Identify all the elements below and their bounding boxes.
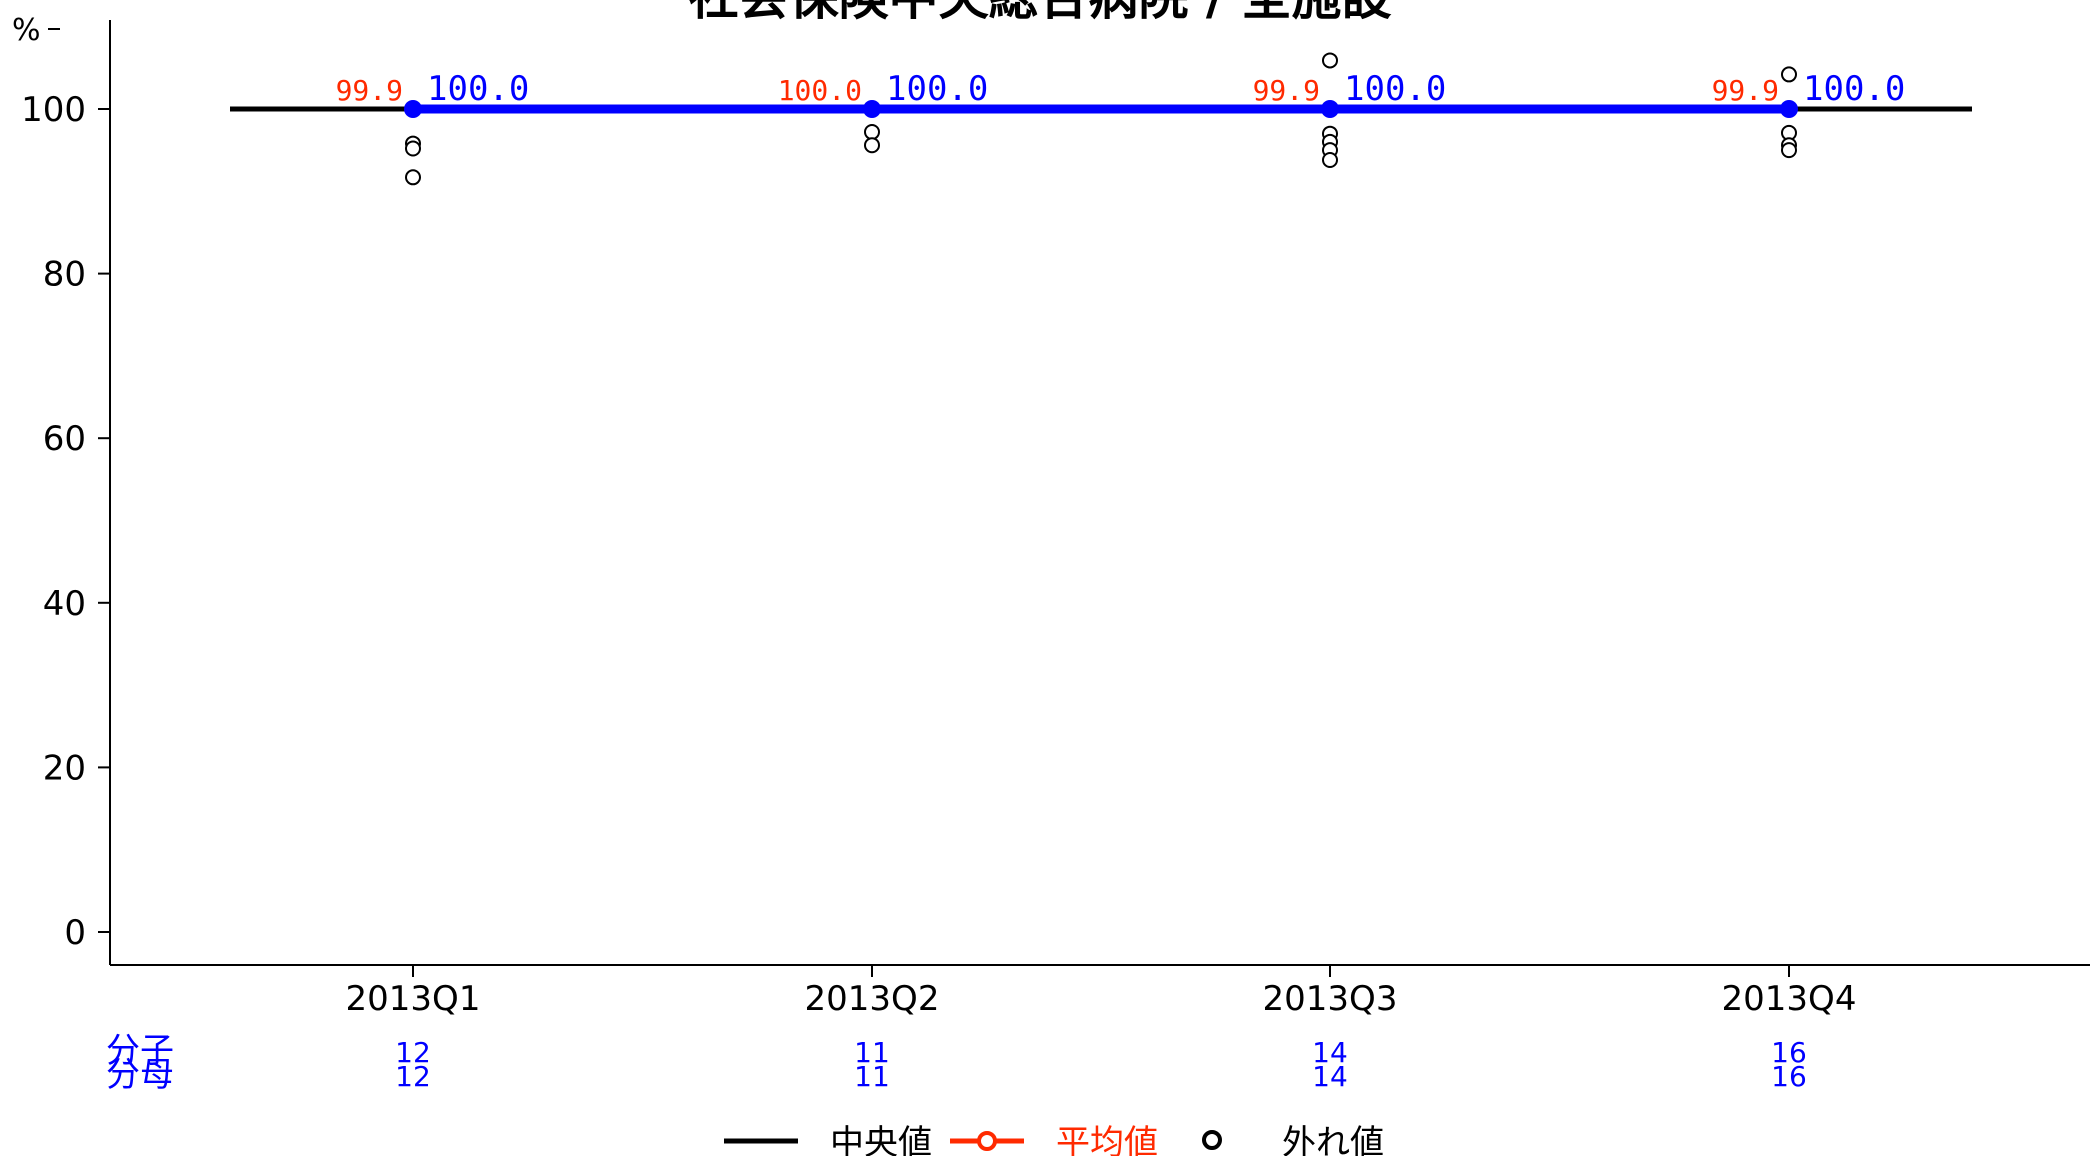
y-tick-label: 20 [43,748,86,788]
legend-outlier-label: 外れ値 [1282,1123,1384,1156]
axes [109,20,2090,966]
numerator-heading: 分子 [106,1031,174,1071]
numerator-count: 12 [395,1036,431,1069]
x-tick-label: 2013Q3 [1263,979,1398,1019]
outlier-point [1781,142,1797,159]
mean-value-label: 99.9 [336,74,403,107]
blue-value-label: 100.0 [886,69,988,109]
legend-median-label: 中央値 [830,1123,932,1156]
blue-value-label: 100.0 [427,69,529,109]
legend-mean-label: 平均値 [1056,1123,1158,1156]
outlier-point [1322,152,1338,169]
y-tick-label: 0 [64,913,86,953]
outlier-point [1322,52,1338,69]
blue-series-layer [404,100,1798,118]
blue-series-point [1780,100,1798,118]
y-unit-label: % [12,13,41,48]
blue-value-label: 100.0 [1803,69,1905,109]
denominator-count: 16 [1771,1060,1807,1093]
x-tick-label: 2013Q4 [1722,979,1857,1019]
legend-mean-point [977,1131,997,1151]
value-label-layer: 99.9 100.0 100.0 100.0 99.9 100.0 99.9 100.0 [336,69,1906,109]
y-tick-label: 40 [43,584,86,624]
outlier-point [405,169,421,186]
mean-value-label: 99.9 [1253,74,1320,107]
legend: 中央値 平均値 外れ値 [724,1123,1384,1156]
mean-value-label: 100.0 [778,74,862,107]
blue-series-point [863,100,881,118]
outlier-point [864,137,880,154]
denominator-count: 12 [395,1060,431,1093]
denominator-count: 14 [1312,1060,1348,1093]
x-tick-label: 2013Q1 [346,979,481,1019]
blue-value-label: 100.0 [1344,69,1446,109]
numerator-count: 14 [1312,1036,1348,1069]
x-tick-label: 2013Q2 [805,979,940,1019]
y-ticks: 0 20 40 60 80 100 [21,90,110,953]
outlier-point [1781,66,1797,83]
outlier-point [864,124,880,141]
outlier-point [405,140,421,157]
x-ticks: 2013Q1 2013Q2 2013Q3 2013Q4 [346,965,1857,1019]
y-tick-label: 60 [43,419,86,459]
y-tick-label: 100 [21,90,86,130]
blue-series-point [404,100,422,118]
legend-outlier-point [1202,1130,1222,1150]
chart-title: 社会保険中央総合病院 / 全施設 [688,0,1391,26]
y-tick-label: 80 [43,255,86,295]
blue-series-point [1321,100,1339,118]
numerator-count: 11 [854,1036,890,1069]
numerator-count: 16 [1771,1036,1807,1069]
denominator-heading: 分母 [106,1055,174,1095]
outlier-layer [405,52,1797,186]
mean-value-label: 99.9 [1712,74,1779,107]
denominator-count: 11 [854,1060,890,1093]
